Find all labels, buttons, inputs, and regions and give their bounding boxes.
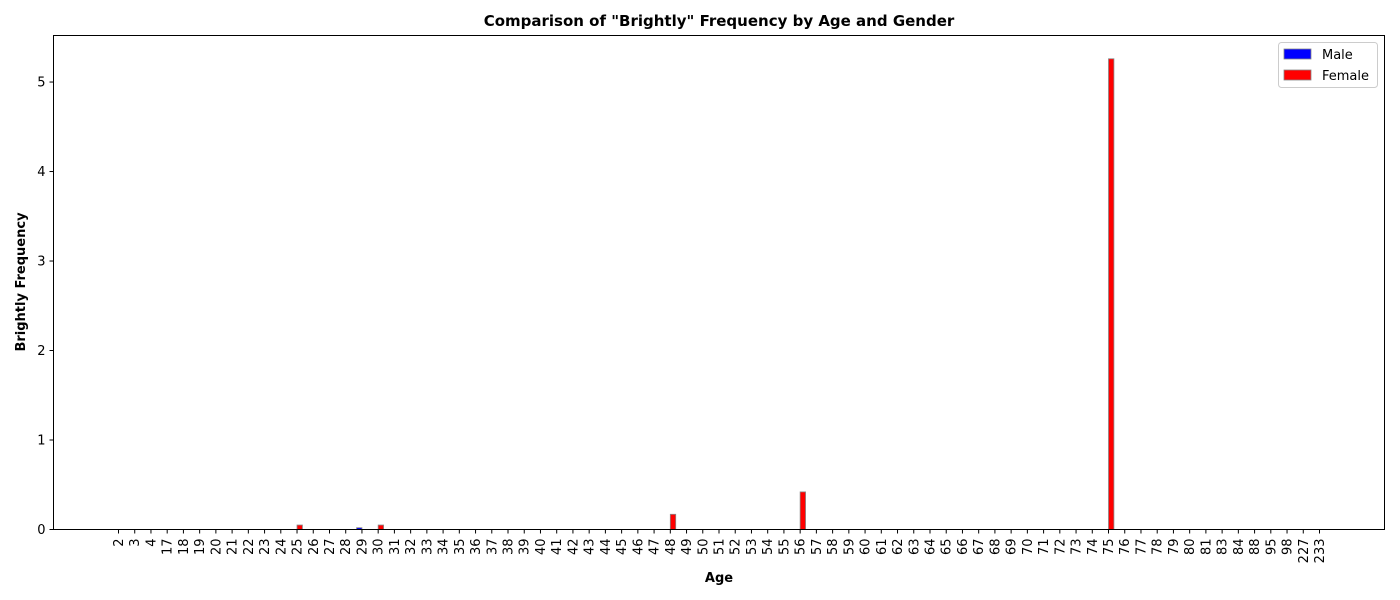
x-tick-label: 44 — [599, 539, 614, 556]
x-tick-label: 75 — [1102, 539, 1117, 556]
x-tick-label: 80 — [1183, 539, 1198, 556]
x-tick-label: 88 — [1248, 539, 1263, 556]
x-tick-label: 38 — [502, 539, 517, 556]
x-tick-label: 3 — [128, 539, 143, 547]
x-tick-label: 29 — [355, 539, 370, 556]
x-tick-label: 70 — [1021, 539, 1036, 556]
x-tick-label: 72 — [1053, 539, 1068, 556]
x-tick-label: 21 — [226, 539, 241, 556]
y-axis-ticks: 0 1 2 3 4 5 — [37, 76, 54, 538]
x-tick-label: 98 — [1281, 539, 1296, 556]
x-tick-label: 30 — [372, 539, 387, 556]
x-tick-label: 65 — [940, 539, 955, 556]
x-tick-label: 73 — [1070, 539, 1085, 556]
x-tick-label: 83 — [1216, 539, 1231, 556]
x-tick-label: 26 — [307, 539, 322, 556]
x-tick-label: 227 — [1297, 539, 1312, 564]
y-tick-label: 5 — [37, 76, 45, 91]
bar-female-25 — [296, 524, 303, 530]
x-tick-label: 67 — [972, 539, 987, 556]
x-axis-ticks: 2 3 4 17 18 19 20 21 22 23 24 25 26 27 28 29 30 31 32 33 34 3… — [112, 529, 1328, 564]
x-tick-label: 22 — [242, 539, 257, 556]
x-tick-label: 34 — [437, 539, 452, 556]
legend: Male Female — [1278, 42, 1378, 88]
bar-female-48 — [669, 513, 677, 530]
x-tick-label: 59 — [842, 539, 857, 556]
x-tick-label: 52 — [729, 539, 744, 556]
x-tick-label: 47 — [648, 539, 663, 556]
x-tick-label: 41 — [550, 539, 565, 556]
x-tick-label: 60 — [859, 539, 874, 556]
legend-swatch-male — [1283, 48, 1312, 60]
x-tick-label: 23 — [258, 539, 273, 556]
x-tick-label: 28 — [339, 539, 354, 556]
x-tick-label: 20 — [209, 539, 224, 556]
x-tick-label: 48 — [664, 539, 679, 556]
chart-title: Comparison of "Brightly" Frequency by Ag… — [484, 12, 955, 30]
x-tick-label: 50 — [696, 539, 711, 556]
x-tick-label: 43 — [583, 539, 598, 556]
x-tick-label: 55 — [777, 539, 792, 556]
x-tick-label: 39 — [518, 539, 533, 556]
x-tick-label: 95 — [1264, 539, 1279, 556]
y-tick-label: 0 — [37, 523, 45, 538]
x-tick-label: 31 — [388, 539, 403, 556]
x-tick-label: 17 — [161, 539, 176, 556]
x-axis-label: Age — [705, 571, 733, 586]
x-tick-label: 24 — [274, 539, 289, 556]
bar-female-75 — [1108, 58, 1115, 530]
legend-label-male: Male — [1322, 48, 1353, 63]
y-tick-label: 4 — [37, 165, 45, 180]
x-tick-label: 4 — [144, 539, 159, 547]
x-tick-label: 35 — [453, 539, 468, 556]
x-tick-label: 49 — [680, 539, 695, 556]
plot-frame — [53, 35, 1385, 530]
x-tick-label: 71 — [1037, 539, 1052, 556]
x-tick-label: 79 — [1167, 539, 1182, 556]
x-tick-label: 32 — [404, 539, 419, 556]
x-tick-label: 63 — [907, 539, 922, 556]
x-tick-label: 25 — [291, 539, 306, 556]
x-tick-label: 51 — [713, 539, 728, 556]
x-tick-label: 58 — [826, 539, 841, 556]
x-tick-label: 40 — [534, 539, 549, 556]
x-tick-label: 61 — [875, 539, 890, 556]
y-tick-label: 2 — [37, 344, 45, 359]
y-axis-label: Brightly Frequency — [14, 212, 29, 352]
x-tick-label: 233 — [1313, 539, 1328, 564]
x-tick-label: 19 — [193, 539, 208, 556]
x-tick-label: 74 — [1086, 539, 1101, 556]
bars-group — [296, 58, 1115, 530]
y-tick-label: 1 — [37, 434, 45, 449]
x-tick-label: 76 — [1118, 539, 1133, 556]
x-tick-label: 78 — [1151, 539, 1166, 556]
x-tick-label: 84 — [1232, 539, 1247, 556]
x-tick-label: 36 — [469, 539, 484, 556]
bar-female-30 — [377, 524, 384, 530]
x-tick-label: 62 — [891, 539, 906, 556]
x-tick-label: 64 — [923, 539, 938, 556]
x-tick-label: 46 — [631, 539, 646, 556]
x-tick-label: 54 — [761, 539, 776, 556]
x-tick-label: 77 — [1134, 539, 1149, 556]
x-tick-label: 53 — [745, 539, 760, 556]
x-tick-label: 2 — [112, 539, 127, 547]
x-tick-label: 69 — [1005, 539, 1020, 556]
x-tick-label: 57 — [810, 539, 825, 556]
x-tick-label: 81 — [1199, 539, 1214, 556]
legend-swatch-female — [1283, 69, 1312, 81]
x-tick-label: 33 — [420, 539, 435, 556]
legend-label-female: Female — [1322, 69, 1369, 84]
x-tick-label: 27 — [323, 539, 338, 556]
x-tick-label: 66 — [956, 539, 971, 556]
x-tick-label: 37 — [485, 539, 500, 556]
x-tick-label: 42 — [566, 539, 581, 556]
x-tick-label: 45 — [615, 539, 630, 556]
y-tick-label: 3 — [37, 255, 45, 270]
x-tick-label: 56 — [794, 539, 809, 556]
x-tick-label: 68 — [988, 539, 1003, 556]
bar-female-56 — [799, 491, 806, 530]
x-tick-label: 18 — [177, 539, 192, 556]
